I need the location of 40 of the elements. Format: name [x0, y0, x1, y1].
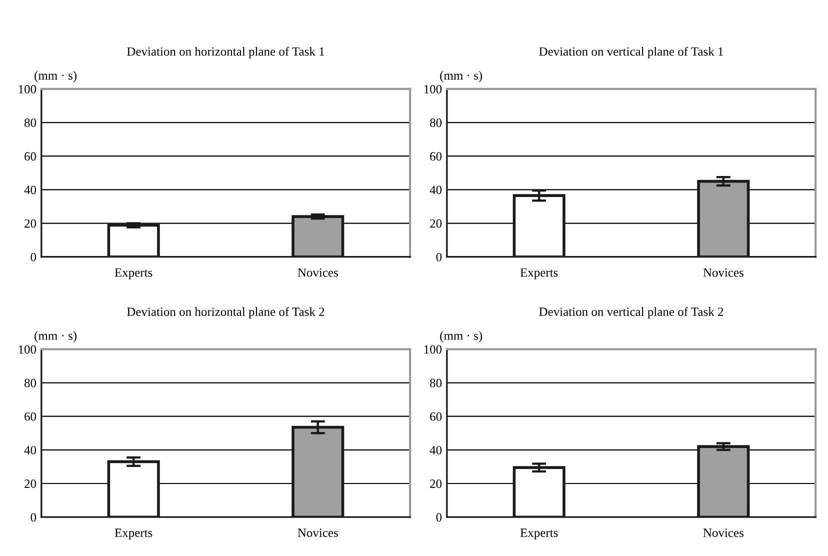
- chart-title: Deviation on vertical plane of Task 1: [539, 46, 723, 58]
- y-tick-label: 40: [430, 186, 442, 194]
- y-tick-label: 0: [30, 513, 36, 522]
- x-tick-label: Experts: [520, 268, 558, 280]
- y-axis-title: (mm · s): [440, 331, 482, 342]
- y-tick-label: 0: [30, 252, 36, 262]
- y-axis-title: (mm · s): [34, 70, 77, 82]
- y-tick-label: 80: [430, 118, 442, 127]
- y-tick-label: 20: [24, 480, 36, 488]
- y-tick-label: 60: [24, 152, 36, 161]
- chart-title: Deviation on horizontal plane of Task 2: [127, 307, 324, 319]
- y-tick-label: 40: [24, 446, 36, 454]
- x-tick-label: Novices: [298, 268, 338, 277]
- y-tick-label: 100: [424, 84, 442, 94]
- x-tick-label: Novices: [703, 528, 744, 537]
- x-tick-label: Novices: [298, 528, 338, 537]
- chart-title: Deviation on horizontal plane of Task 1: [127, 46, 324, 58]
- y-tick-label: 20: [430, 219, 442, 228]
- x-tick-label: Experts: [114, 528, 152, 540]
- y-tick-label: 100: [424, 345, 442, 354]
- y-tick-label: 0: [436, 513, 442, 522]
- x-tick-label: Experts: [114, 268, 152, 280]
- y-axis-title: (mm · s): [440, 70, 482, 82]
- x-tick-label: Novices: [703, 268, 744, 277]
- x-tick-label: Experts: [520, 528, 558, 540]
- y-tick-label: 80: [24, 378, 36, 388]
- y-tick-label: 60: [24, 412, 36, 421]
- y-tick-label: 20: [430, 480, 442, 488]
- chart-title: Deviation on vertical plane of Task 2: [539, 307, 724, 319]
- y-tick-label: 20: [24, 219, 36, 228]
- y-tick-label: 100: [18, 345, 36, 354]
- y-tick-label: 60: [430, 412, 442, 421]
- y-tick-label: 100: [18, 84, 36, 94]
- y-tick-label: 80: [430, 378, 442, 388]
- y-axis-title: (mm · s): [34, 331, 77, 342]
- y-tick-label: 0: [436, 252, 442, 262]
- y-tick-label: 40: [24, 186, 36, 194]
- y-tick-label: 40: [430, 446, 442, 454]
- y-tick-label: 60: [430, 152, 442, 161]
- y-tick-label: 80: [24, 118, 36, 127]
